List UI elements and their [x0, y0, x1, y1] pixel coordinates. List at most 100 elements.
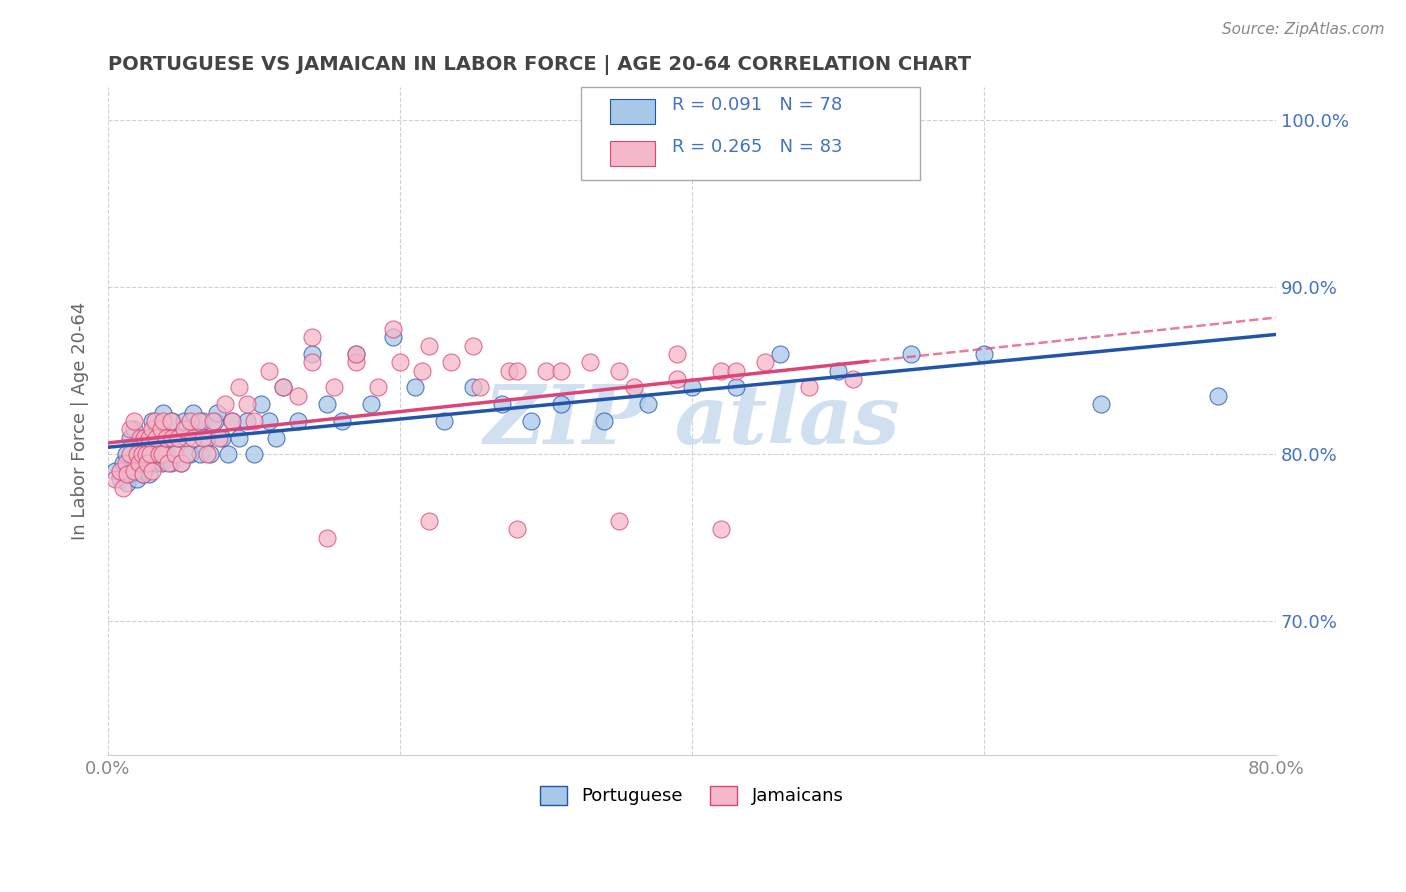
Point — [181, 405, 204, 419]
Point — [115, 467, 138, 482]
Point — [108, 472, 131, 486]
Point — [143, 414, 166, 428]
Point — [797, 380, 820, 394]
Point — [160, 431, 183, 445]
Point — [155, 431, 177, 445]
Point — [128, 447, 150, 461]
Point — [141, 464, 163, 478]
Point — [323, 380, 346, 394]
Point — [461, 339, 484, 353]
Point — [195, 447, 218, 461]
Point — [250, 397, 273, 411]
Point — [217, 447, 239, 461]
Point — [710, 523, 733, 537]
Text: R = 0.091   N = 78: R = 0.091 N = 78 — [672, 95, 842, 114]
Point — [152, 414, 174, 428]
Point — [637, 397, 659, 411]
Point — [184, 422, 207, 436]
Point — [122, 464, 145, 478]
Point — [129, 431, 152, 445]
Point — [208, 431, 231, 445]
Point — [1206, 389, 1229, 403]
Point — [973, 347, 995, 361]
Point — [176, 431, 198, 445]
Point — [221, 414, 243, 428]
Point — [287, 389, 309, 403]
Point — [132, 467, 155, 482]
Point — [179, 414, 201, 428]
Point — [132, 467, 155, 482]
Point — [181, 431, 204, 445]
Point — [754, 355, 776, 369]
Point — [491, 397, 513, 411]
Point — [138, 431, 160, 445]
Point — [150, 456, 173, 470]
Point — [122, 414, 145, 428]
Point — [211, 431, 233, 445]
Point — [1090, 397, 1112, 411]
Point — [243, 447, 266, 461]
Point — [165, 447, 187, 461]
Point — [381, 330, 404, 344]
Point — [167, 431, 190, 445]
Point — [141, 422, 163, 436]
Point — [150, 447, 173, 461]
Point — [418, 339, 440, 353]
Text: Source: ZipAtlas.com: Source: ZipAtlas.com — [1222, 22, 1385, 37]
Point — [148, 447, 170, 461]
Point — [145, 456, 167, 470]
Point — [198, 447, 221, 461]
Point — [593, 414, 616, 428]
Point — [607, 514, 630, 528]
Point — [131, 439, 153, 453]
Point — [623, 380, 645, 394]
Point — [534, 364, 557, 378]
Point — [316, 531, 339, 545]
Point — [111, 456, 134, 470]
Point — [139, 456, 162, 470]
Point — [440, 355, 463, 369]
Point — [301, 330, 323, 344]
Point — [264, 431, 287, 445]
Point — [155, 447, 177, 461]
Point — [195, 431, 218, 445]
Point — [221, 414, 243, 428]
Point — [138, 467, 160, 482]
Point — [127, 447, 149, 461]
Point — [330, 414, 353, 428]
Point — [204, 414, 226, 428]
Point — [156, 456, 179, 470]
FancyBboxPatch shape — [610, 141, 655, 166]
FancyBboxPatch shape — [610, 99, 655, 124]
Point — [141, 414, 163, 428]
Point — [191, 431, 214, 445]
Text: ZIP atlas: ZIP atlas — [484, 381, 900, 461]
Point — [827, 364, 849, 378]
Point — [367, 380, 389, 394]
Point — [118, 422, 141, 436]
Point — [550, 397, 572, 411]
Point — [165, 447, 187, 461]
Point — [136, 447, 159, 461]
Point — [235, 414, 257, 428]
Point — [681, 380, 703, 394]
Point — [118, 447, 141, 461]
Point — [418, 514, 440, 528]
Point — [127, 472, 149, 486]
Point — [607, 364, 630, 378]
Point — [148, 447, 170, 461]
Point — [207, 405, 229, 419]
Point — [156, 431, 179, 445]
Point — [344, 347, 367, 361]
Point — [122, 422, 145, 436]
Point — [152, 405, 174, 419]
Point — [550, 364, 572, 378]
Point — [724, 364, 747, 378]
Point — [170, 456, 193, 470]
Point — [160, 414, 183, 428]
FancyBboxPatch shape — [581, 87, 920, 180]
Point — [187, 414, 209, 428]
Point — [104, 464, 127, 478]
Point — [149, 422, 172, 436]
Point — [841, 372, 863, 386]
